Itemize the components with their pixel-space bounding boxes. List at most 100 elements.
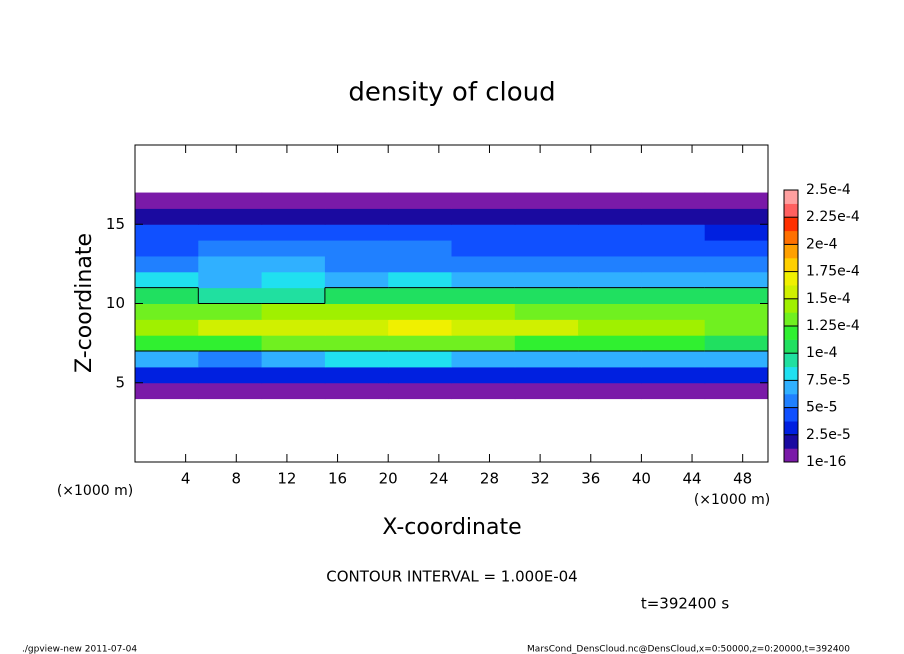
colorbar-band — [784, 407, 798, 422]
colorbar-label: 2e-4 — [806, 236, 838, 252]
heat-cell — [135, 224, 199, 241]
colorbar-label: 1e-16 — [806, 454, 846, 470]
heat-cell — [135, 271, 199, 289]
heat-cell — [324, 208, 389, 225]
heat-cell — [135, 382, 199, 400]
colorbar-band — [784, 244, 798, 259]
heat-cell — [324, 255, 389, 273]
heat-cell — [261, 192, 326, 209]
heat-cell — [451, 351, 516, 368]
x-unit-label: (×1000 m) — [57, 483, 133, 499]
x-tick-label: 4 — [181, 470, 191, 488]
heat-cell — [578, 366, 642, 384]
heat-cell — [451, 319, 516, 336]
heat-cell — [578, 303, 642, 320]
x-tick-label: 28 — [480, 470, 499, 488]
heat-cell — [135, 303, 199, 320]
heat-cell — [261, 255, 326, 273]
heat-cell — [388, 351, 452, 368]
x-tick-label: 20 — [379, 470, 398, 488]
heat-cell — [135, 366, 199, 384]
heat-cell — [198, 335, 263, 352]
heat-cell — [261, 319, 326, 336]
x-tick-label: 16 — [328, 470, 347, 488]
heat-cell — [704, 319, 769, 336]
heat-cell — [261, 351, 326, 368]
heat-cell — [451, 335, 516, 352]
heat-cell — [198, 287, 263, 304]
time-label: t=392400 s — [641, 595, 729, 613]
heat-cell — [514, 351, 579, 368]
heat-cell — [324, 271, 389, 289]
colorbar-label: 2.25e-4 — [806, 209, 860, 225]
heat-cell — [324, 366, 389, 384]
heat-cell — [135, 287, 199, 304]
heat-cell — [451, 208, 516, 225]
heat-cell — [261, 271, 326, 289]
heat-cell — [578, 382, 642, 400]
heat-cell — [324, 335, 389, 352]
colorbar-label: 1.25e-4 — [806, 318, 860, 334]
heat-cell — [135, 319, 199, 336]
heat-cell — [704, 192, 769, 209]
colorbar-band — [784, 190, 798, 204]
heat-cell — [198, 319, 263, 336]
heat-cell — [641, 335, 706, 352]
heat-cell — [388, 255, 452, 273]
heat-cell — [324, 224, 389, 241]
colorbar-band — [784, 394, 798, 408]
heat-cell — [641, 255, 706, 273]
x-tick-label: 48 — [733, 470, 752, 488]
colorbar-band — [784, 421, 798, 436]
heat-cell — [198, 271, 263, 289]
heat-cell — [514, 335, 579, 352]
heat-cell — [704, 271, 769, 289]
heat-cell — [578, 192, 642, 209]
heat-cell — [514, 382, 579, 400]
heat-cell — [198, 224, 263, 241]
heat-cell — [578, 319, 642, 336]
x-tick-label: 8 — [232, 470, 242, 488]
heat-cell — [641, 287, 706, 304]
contour-interval: CONTOUR INTERVAL = 1.000E-04 — [326, 568, 577, 586]
heat-cell — [578, 224, 642, 241]
heat-cell — [514, 366, 579, 384]
heat-cell — [198, 351, 263, 368]
colorbar-label: 1e-4 — [806, 345, 838, 361]
x-tick-label: 36 — [581, 470, 600, 488]
heat-cell — [261, 287, 326, 304]
heat-cell — [451, 192, 516, 209]
heat-cell — [641, 208, 706, 225]
heat-cell — [135, 351, 199, 368]
heat-cell — [641, 351, 706, 368]
heat-cell — [388, 240, 452, 257]
heat-cell — [578, 240, 642, 257]
heat-cell — [514, 224, 579, 241]
heat-cell — [388, 224, 452, 241]
heat-cell — [578, 271, 642, 289]
colorbar-band — [784, 312, 798, 327]
heat-cell — [261, 240, 326, 257]
heat-cell — [514, 208, 579, 225]
heat-cell — [578, 335, 642, 352]
heat-cell — [514, 255, 579, 273]
x-tick-label: 44 — [682, 470, 701, 488]
heat-cell — [578, 208, 642, 225]
heat-cell — [451, 271, 516, 289]
heat-cell — [324, 240, 389, 257]
colorbar-band — [784, 339, 798, 354]
heat-cell — [261, 335, 326, 352]
heat-cell — [198, 366, 263, 384]
x-unit-label: (×1000 m) — [694, 492, 770, 508]
footer-right: MarsCond_DensCloud.nc@DensCloud,x=0:5000… — [527, 645, 850, 654]
heat-cell — [704, 208, 769, 225]
colorbar-band — [784, 217, 798, 232]
x-axis-label: X-coordinate — [382, 515, 521, 540]
colorbar-band — [784, 434, 798, 449]
heat-cell — [388, 382, 452, 400]
heat-cell — [324, 287, 389, 304]
y-tick-label: 5 — [115, 373, 125, 391]
heat-cell — [704, 351, 769, 368]
